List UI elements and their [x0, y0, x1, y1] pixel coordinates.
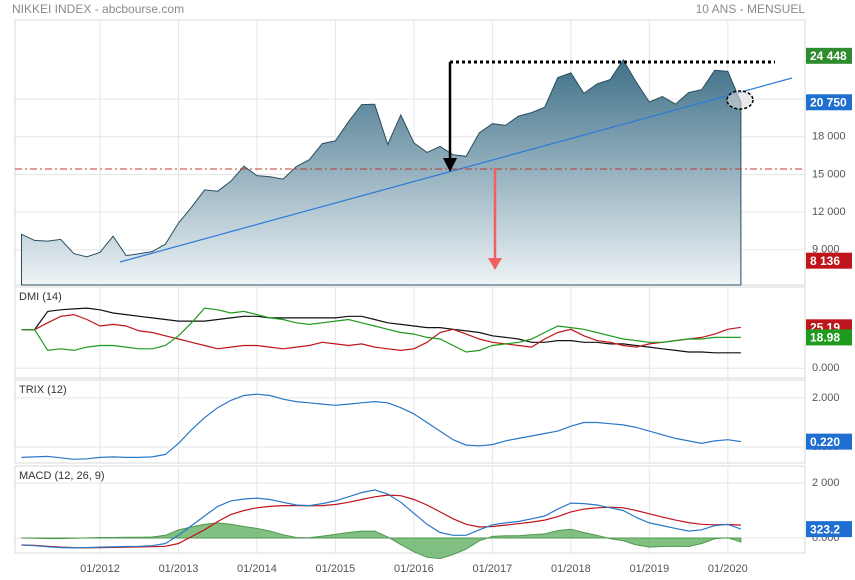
x-tick-label: 01/2016: [394, 563, 434, 575]
value-marker: [806, 433, 852, 450]
value-marker-label: 323.2: [810, 522, 840, 536]
line: [21, 489, 742, 549]
line: [21, 494, 741, 549]
value-marker-label: 24 448: [810, 49, 847, 63]
y-tick-label: 18 000: [812, 131, 846, 143]
line: [21, 313, 741, 352]
value-marker: [806, 329, 852, 346]
value-marker: [806, 252, 852, 269]
highlight-ellipse: [726, 90, 754, 110]
x-tick-label: 01/2012: [80, 563, 120, 575]
value-marker-label: 0.220: [810, 435, 840, 449]
panel-frame: [14, 286, 806, 379]
area: [21, 58, 742, 286]
panel-title: TRIX (12): [19, 384, 67, 396]
x-tick-label: 01/2014: [237, 563, 277, 575]
x-tick-label: 01/2017: [472, 563, 512, 575]
panel-title: DMI (14): [19, 291, 62, 303]
value-marker-label: 20 750: [810, 95, 847, 109]
value-marker-label: 8 136: [810, 254, 840, 268]
value-marker: [806, 47, 852, 64]
x-tick-label: 01/2018: [551, 563, 591, 575]
line: [21, 307, 741, 353]
value-marker-label: 18.98: [810, 331, 840, 345]
panel-title: MACD (12, 26, 9): [19, 470, 105, 482]
header-period: 10 ANS - MENSUEL: [696, 2, 806, 16]
value-marker: [806, 94, 852, 111]
line: [21, 393, 741, 460]
x-tick-label: 01/2019: [629, 563, 669, 575]
line: [21, 307, 741, 354]
arrow-head: [443, 158, 457, 172]
header-title: NIKKEI INDEX - abcbourse.com: [12, 2, 184, 16]
y-tick-label: 2 000: [812, 477, 840, 489]
x-tick-label: 01/2015: [316, 563, 356, 575]
y-tick-label: 2.000: [812, 392, 840, 404]
y-tick-label: 12 000: [812, 206, 846, 218]
y-tick-label: 0.000: [812, 362, 840, 374]
x-tick-label: 01/2020: [708, 563, 748, 575]
value-marker: [806, 521, 852, 538]
annotations: [15, 60, 805, 270]
trend-line: [119, 77, 793, 263]
arrow-head: [488, 258, 502, 270]
y-tick-label: 15 000: [812, 168, 846, 180]
x-tick-label: 01/2013: [159, 563, 199, 575]
panel-frame: [14, 379, 806, 464]
